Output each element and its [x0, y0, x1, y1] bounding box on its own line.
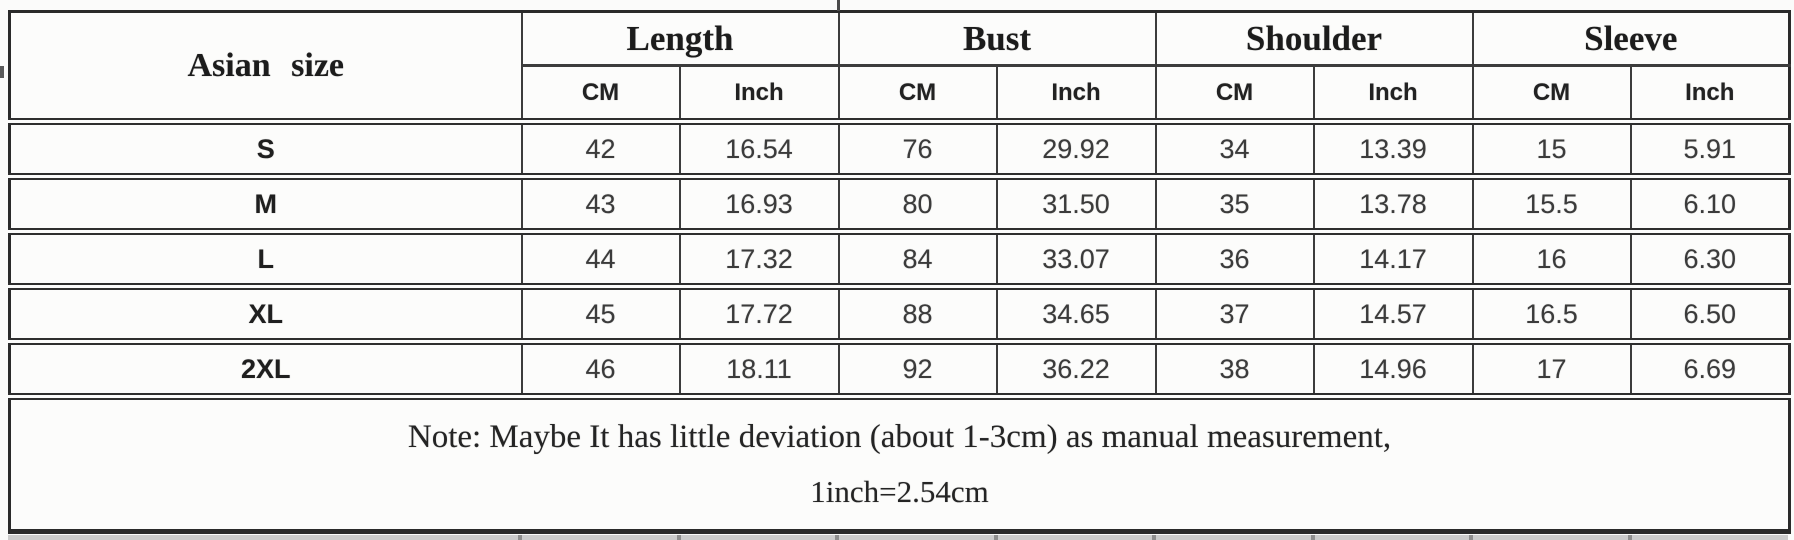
length-inch-value: 18.11 — [678, 338, 840, 397]
group-header-shoulder: Shoulder — [1154, 11, 1474, 67]
note-text-line2: 1inch=2.54cm — [810, 474, 989, 509]
bust-cm-header: CM — [837, 65, 998, 122]
size-label: XL — [8, 283, 523, 342]
unit-header-row: CM Inch CM Inch CM Inch CM Inch — [10, 65, 1791, 122]
bust-inch-value: 36.22 — [995, 338, 1157, 397]
sleeve-inch-value: 6.10 — [1629, 173, 1791, 232]
bust-cm-value: 84 — [837, 228, 998, 287]
sleeve-cm-value: 15 — [1471, 118, 1632, 177]
scan-artifact-top-stub — [837, 0, 840, 11]
length-inch-value: 16.93 — [678, 173, 840, 232]
shoulder-cm-header: CM — [1154, 65, 1315, 122]
bust-cm-value: 80 — [837, 173, 998, 232]
table-row-2xl: 2XL 46 18.11 92 36.22 38 14.96 17 6.69 — [8, 338, 1791, 397]
shoulder-cm-value: 37 — [1154, 283, 1315, 342]
group-header-sleeve: Sleeve — [1471, 11, 1791, 67]
shoulder-inch-value: 13.78 — [1312, 173, 1474, 232]
table-row-s: S 42 16.54 76 29.92 34 13.39 15 5.91 — [8, 118, 1791, 177]
length-cm-value: 42 — [520, 118, 681, 177]
shoulder-cm-value: 34 — [1154, 118, 1315, 177]
sleeve-inch-value: 6.50 — [1629, 283, 1791, 342]
shoulder-cm-value: 38 — [1154, 338, 1315, 397]
note-text-line1: Note: Maybe It has little deviation (abo… — [407, 419, 1392, 455]
length-inch-value: 17.72 — [678, 283, 840, 342]
size-label: S — [8, 118, 523, 177]
sleeve-cm-header: CM — [1471, 65, 1632, 122]
shoulder-inch-value: 13.39 — [1312, 118, 1474, 177]
shoulder-inch-value: 14.57 — [1312, 283, 1474, 342]
shoulder-inch-value: 14.17 — [1312, 228, 1474, 287]
bust-inch-value: 34.65 — [995, 283, 1157, 342]
length-cm-value: 43 — [520, 173, 681, 232]
size-label: L — [8, 228, 523, 287]
sleeve-inch-header: Inch — [1629, 65, 1791, 122]
shoulder-cm-value: 36 — [1154, 228, 1315, 287]
scan-artifact-bottom-strip — [8, 535, 1788, 540]
table-row-l: L 44 17.32 84 33.07 36 14.17 16 6.30 — [8, 228, 1791, 287]
size-label: 2XL — [8, 338, 523, 397]
sleeve-cm-value: 16 — [1471, 228, 1632, 287]
sleeve-cm-value: 15.5 — [1471, 173, 1632, 232]
length-cm-value: 44 — [520, 228, 681, 287]
size-label: M — [8, 173, 523, 232]
bust-inch-header: Inch — [995, 65, 1157, 122]
size-chart-table-wrap: Asian size Length Bust Shoulder Sleeve C… — [8, 10, 1792, 534]
sleeve-cm-value: 16.5 — [1471, 283, 1632, 342]
note-row: Note: Maybe It has little deviation (abo… — [9, 393, 1790, 532]
table-row-xl: XL 45 17.72 88 34.65 37 14.57 16.5 6.50 — [8, 283, 1791, 342]
length-cm-value: 45 — [520, 283, 681, 342]
shoulder-cm-value: 35 — [1154, 173, 1315, 232]
note-cell: Note: Maybe It has little deviation (abo… — [9, 393, 1790, 532]
length-inch-value: 16.54 — [678, 118, 840, 177]
table-row-m: M 43 16.93 80 31.50 35 13.78 15.5 6.10 — [8, 173, 1791, 232]
group-header-bust: Bust — [837, 11, 1157, 67]
bust-inch-value: 31.50 — [995, 173, 1157, 232]
bust-cm-value: 88 — [837, 283, 998, 342]
corner-header-asian-size: Asian size — [8, 11, 523, 122]
scan-artifact-left-tick — [0, 66, 4, 78]
length-inch-value: 17.32 — [678, 228, 840, 287]
length-cm-value: 46 — [520, 338, 681, 397]
length-inch-header: Inch — [678, 65, 840, 122]
bust-cm-value: 76 — [837, 118, 998, 177]
group-header-length: Length — [520, 11, 840, 67]
sleeve-inch-value: 5.91 — [1629, 118, 1791, 177]
bust-cm-value: 92 — [837, 338, 998, 397]
shoulder-inch-header: Inch — [1312, 65, 1474, 122]
group-header-row: Asian size Length Bust Shoulder Sleeve — [8, 11, 1791, 122]
bust-inch-value: 33.07 — [995, 228, 1157, 287]
sleeve-inch-value: 6.30 — [1629, 228, 1791, 287]
shoulder-inch-value: 14.96 — [1312, 338, 1474, 397]
bust-inch-value: 29.92 — [995, 118, 1157, 177]
length-cm-header: CM — [520, 65, 681, 122]
sleeve-cm-value: 17 — [1471, 338, 1632, 397]
sleeve-inch-value: 6.69 — [1629, 338, 1791, 397]
size-chart-table: Asian size Length Bust Shoulder Sleeve C… — [8, 10, 1792, 534]
